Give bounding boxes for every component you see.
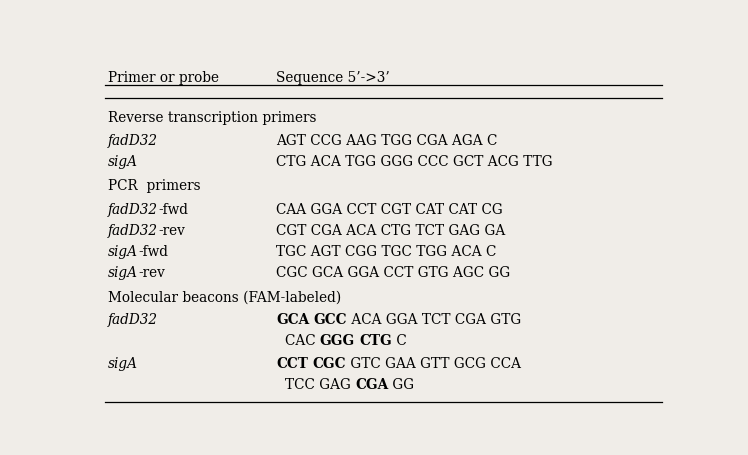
Text: fadD32: fadD32 <box>108 312 158 326</box>
Text: -rev: -rev <box>138 266 165 279</box>
Text: Primer or probe: Primer or probe <box>108 71 219 84</box>
Text: CGC GCA GGA CCT GTG AGC GG: CGC GCA GGA CCT GTG AGC GG <box>276 266 510 279</box>
Text: PCR  primers: PCR primers <box>108 179 200 193</box>
Text: Reverse transcription primers: Reverse transcription primers <box>108 111 316 125</box>
Text: CAA GGA CCT CGT CAT CAT CG: CAA GGA CCT CGT CAT CAT CG <box>276 202 503 217</box>
Text: Sequence 5’->3’: Sequence 5’->3’ <box>276 71 390 84</box>
Text: sigA: sigA <box>108 266 138 279</box>
Text: CGC: CGC <box>313 357 346 370</box>
Text: GGG: GGG <box>320 333 355 347</box>
Text: TGC AGT CGG TGC TGG ACA C: TGC AGT CGG TGC TGG ACA C <box>276 244 497 258</box>
Text: -fwd: -fwd <box>158 202 188 217</box>
Text: CCT: CCT <box>276 357 308 370</box>
Text: GCA: GCA <box>276 312 310 326</box>
Text: -fwd: -fwd <box>138 244 168 258</box>
Text: -rev: -rev <box>158 223 185 238</box>
Text: TCC GAG: TCC GAG <box>285 378 355 392</box>
Text: Molecular beacons (FAM-labeled): Molecular beacons (FAM-labeled) <box>108 290 341 304</box>
Text: C: C <box>392 333 407 347</box>
Text: GCC: GCC <box>313 312 347 326</box>
Text: fadD32: fadD32 <box>108 202 158 217</box>
Text: ACA GGA TCT CGA GTG: ACA GGA TCT CGA GTG <box>347 312 521 326</box>
Text: sigA: sigA <box>108 244 138 258</box>
Text: fadD32: fadD32 <box>108 223 158 238</box>
Text: GTC GAA GTT GCG CCA: GTC GAA GTT GCG CCA <box>346 357 521 370</box>
Text: AGT CCG AAG TGG CGA AGA C: AGT CCG AAG TGG CGA AGA C <box>276 133 497 147</box>
Text: sigA: sigA <box>108 154 138 168</box>
Text: GG: GG <box>388 378 414 392</box>
Text: CAC: CAC <box>285 333 320 347</box>
Text: sigA: sigA <box>108 357 138 370</box>
Text: CTG ACA TGG GGG CCC GCT ACG TTG: CTG ACA TGG GGG CCC GCT ACG TTG <box>276 154 553 168</box>
Text: fadD32: fadD32 <box>108 133 158 147</box>
Text: CTG: CTG <box>360 333 392 347</box>
Text: CGA: CGA <box>355 378 388 392</box>
Text: CGT CGA ACA CTG TCT GAG GA: CGT CGA ACA CTG TCT GAG GA <box>276 223 506 238</box>
